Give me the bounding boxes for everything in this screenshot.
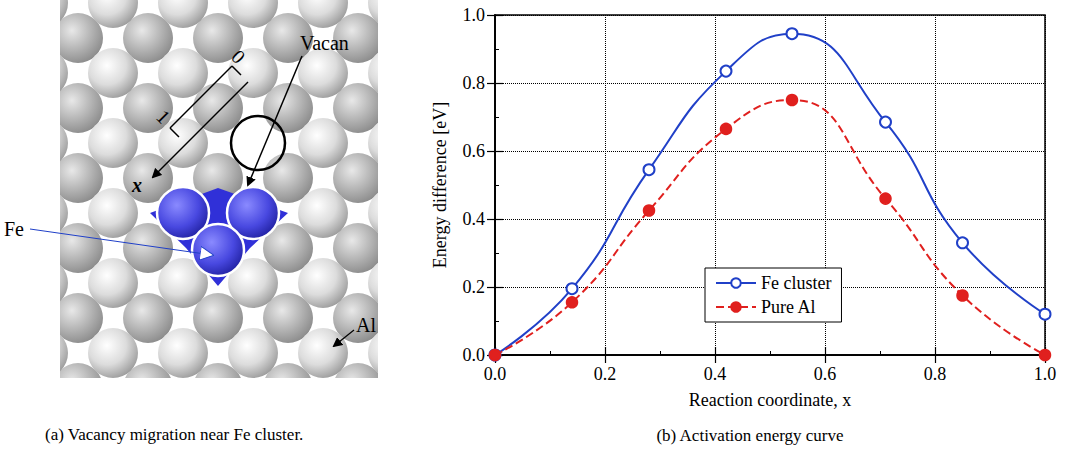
svg-text:(a) Vacancy migration near Fe: (a) Vacancy migration near Fe cluster. (45, 425, 303, 444)
svg-text:(b) Activation energy curve: (b) Activation energy curve (656, 426, 843, 445)
svg-text:0.4: 0.4 (704, 364, 727, 384)
svg-text:1.0: 1.0 (463, 5, 486, 25)
svg-text:0.8: 0.8 (463, 73, 486, 93)
svg-text:0.4: 0.4 (463, 209, 486, 229)
svg-text:0.8: 0.8 (924, 364, 947, 384)
svg-text:1.0: 1.0 (1034, 364, 1057, 384)
svg-text:0.0: 0.0 (484, 364, 507, 384)
svg-text:Reaction coordinate, x: Reaction coordinate, x (689, 390, 851, 410)
svg-text:Fe: Fe (4, 218, 24, 240)
svg-text:Fe cluster: Fe cluster (761, 273, 831, 293)
svg-text:Al: Al (356, 314, 376, 336)
svg-text:0.2: 0.2 (463, 277, 486, 297)
svg-text:0.0: 0.0 (463, 345, 486, 365)
svg-text:0.6: 0.6 (814, 364, 837, 384)
svg-text:0: 0 (227, 45, 250, 68)
svg-text:Vacan: Vacan (300, 32, 349, 54)
svg-text:Pure Al: Pure Al (761, 297, 816, 317)
svg-text:x: x (131, 174, 142, 196)
svg-text:0.2: 0.2 (594, 364, 617, 384)
svg-text:Energy difference [eV]: Energy difference [eV] (430, 102, 450, 268)
svg-text:1: 1 (152, 105, 175, 128)
svg-text:0.6: 0.6 (463, 141, 486, 161)
